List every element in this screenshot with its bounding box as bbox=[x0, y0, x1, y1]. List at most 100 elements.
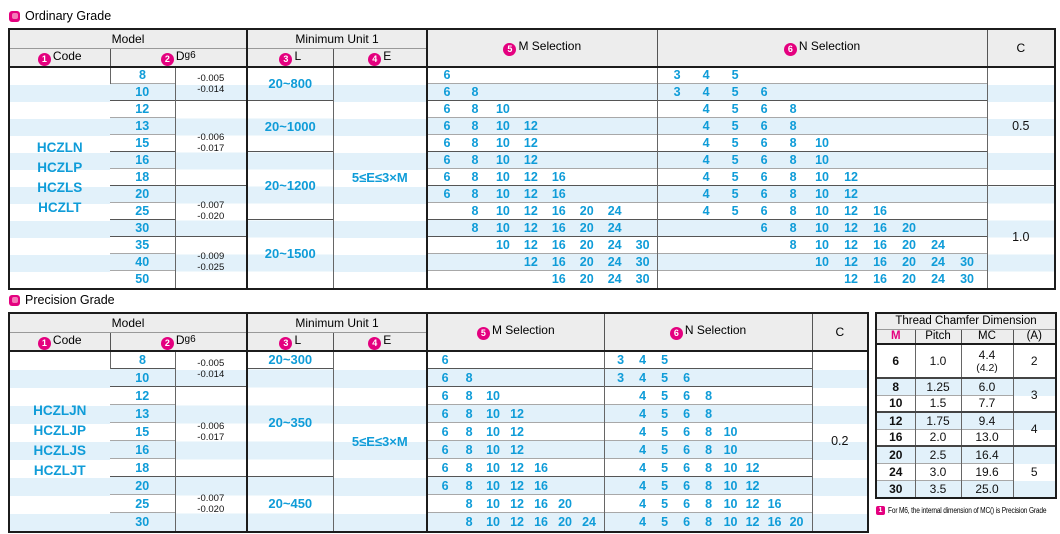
selection-slots: 10 12 16 20 24 30 bbox=[658, 255, 987, 269]
selection-slots: 6 8 10 12 bbox=[428, 136, 657, 150]
selection-slots: 4 5 6 8 10 12 16 20 bbox=[605, 515, 812, 529]
selection-value: 10 bbox=[495, 119, 510, 133]
selection-value: 12 bbox=[523, 136, 538, 150]
d-value-cell: 10 bbox=[110, 368, 175, 387]
chamfer-row: 30 3.5 25.0 bbox=[877, 479, 1056, 497]
selection-slots: 4 5 6 8 10 12 16 bbox=[605, 497, 812, 511]
selection-value: 6 bbox=[760, 153, 768, 167]
selection-value: 6 bbox=[760, 221, 768, 235]
tolerance-line: -0.017 bbox=[197, 431, 225, 443]
chamfer-m-cell: 10 bbox=[877, 394, 915, 412]
chamfer-mc-cell: 13.0 bbox=[960, 428, 1013, 446]
selection-slots: 6 8 10 12 16 20 bbox=[658, 221, 987, 235]
table-row: 18 6 8 10 12 16 4 5 6 8 10 12 bbox=[10, 458, 867, 477]
chamfer-m-cell: 24 bbox=[877, 462, 915, 480]
e-label: E bbox=[383, 48, 392, 63]
model-code: HCZLJN bbox=[33, 403, 87, 418]
selection-value: 6 bbox=[760, 136, 768, 150]
m-selection-cell: 16 20 24 30 bbox=[426, 270, 658, 288]
selection-value: 8 bbox=[471, 102, 479, 116]
l-range-cell: 20~800 bbox=[246, 66, 334, 101]
chamfer-pitch-cell: 1.0 bbox=[914, 343, 961, 378]
header-d-g6: 2 Dg6 bbox=[109, 331, 248, 352]
table-row: 10 6 8 3 4 5 6 bbox=[10, 83, 1055, 101]
header-model: Model bbox=[10, 30, 248, 48]
selection-slots: 4 5 6 8 bbox=[658, 119, 987, 133]
model-code-cell: HCZLN HCZLP HCZLS HCZLT bbox=[10, 66, 110, 288]
num-5-icon: 5 bbox=[476, 327, 490, 341]
selection-slots: 4 5 6 8 10 bbox=[658, 153, 987, 167]
d-value-cell: 8 bbox=[109, 350, 175, 369]
selection-value: 12 bbox=[510, 424, 524, 439]
selection-value: 8 bbox=[705, 406, 713, 421]
selection-value: 10 bbox=[495, 102, 510, 116]
selection-slots: 4 5 6 8 10 bbox=[605, 425, 812, 439]
selection-value: 5 bbox=[661, 478, 669, 493]
selection-value: 24 bbox=[607, 238, 622, 252]
m-selection-cell: 8 10 12 16 20 24 bbox=[426, 202, 658, 220]
chamfer-m-cell: 20 bbox=[877, 445, 915, 463]
selection-value: 8 bbox=[465, 514, 473, 529]
m-selection-cell: 10 12 16 20 24 30 bbox=[426, 236, 658, 254]
d-value-cell: 12 bbox=[110, 386, 175, 405]
selection-slots: 8 10 12 16 20 24 bbox=[428, 221, 657, 235]
selection-value: 12 bbox=[844, 221, 858, 235]
table-row: 15 6 8 10 12 4 5 6 8 10 bbox=[10, 134, 1054, 152]
e-range-cell: 5≤E≤3×M bbox=[332, 350, 428, 531]
d-value-cell: 13 bbox=[110, 117, 175, 135]
selection-value: 8 bbox=[789, 102, 797, 116]
selection-slots: 6 8 10 12 16 bbox=[428, 479, 604, 493]
d-value-cell: 30 bbox=[110, 219, 175, 237]
l-label: L bbox=[294, 48, 302, 63]
selection-value: 16 bbox=[551, 170, 566, 184]
selection-value: 12 bbox=[844, 238, 858, 252]
n-selection-cell: 12 16 20 24 30 bbox=[656, 270, 988, 288]
tolerance-cell: -0.005 -0.014 bbox=[174, 66, 248, 101]
m-selection-cell: 8 10 12 16 20 24 bbox=[426, 512, 605, 531]
m-selection-cell: 6 bbox=[426, 66, 658, 84]
selection-value: 10 bbox=[486, 442, 500, 457]
selection-value: 5 bbox=[731, 85, 739, 99]
d-value-cell: 8 bbox=[109, 66, 175, 84]
e-range-cell: 5≤E≤3×M bbox=[332, 66, 428, 288]
selection-value: 16 bbox=[873, 238, 887, 252]
selection-value: 10 bbox=[495, 136, 510, 150]
selection-value: 3 bbox=[617, 352, 625, 367]
selection-value: 20 bbox=[579, 204, 594, 218]
selection-slots: 4 5 6 8 10 12 bbox=[658, 187, 987, 201]
selection-value: 4 bbox=[639, 496, 647, 511]
selection-value: 20 bbox=[789, 514, 804, 529]
header-c: C bbox=[986, 30, 1055, 68]
selection-value: 8 bbox=[705, 478, 713, 493]
table-row: 18 6 8 10 12 16 4 5 6 8 10 12 bbox=[10, 168, 1054, 186]
selection-value: 8 bbox=[789, 221, 797, 235]
selection-value: 10 bbox=[486, 406, 500, 421]
selection-value: 20 bbox=[902, 272, 916, 287]
selection-value: 8 bbox=[789, 238, 797, 252]
selection-value: 10 bbox=[815, 204, 829, 218]
selection-value: 8 bbox=[705, 514, 713, 529]
chamfer-mc-cell: 9.4 bbox=[960, 411, 1013, 429]
n-selection-cell: 4 5 6 8 10 bbox=[603, 440, 813, 459]
selection-value: 10 bbox=[723, 478, 738, 493]
selection-value: 8 bbox=[465, 370, 473, 385]
m-selection-cell: 6 8 10 12 bbox=[426, 117, 658, 135]
ordinary-grade-label: Ordinary Grade bbox=[25, 9, 112, 23]
selection-value: 8 bbox=[465, 478, 473, 493]
table-row: 40 12 16 20 24 30 10 12 16 20 24 30 bbox=[10, 253, 1055, 271]
n-selection-cell: 3 4 5 bbox=[656, 66, 988, 84]
selection-value: 8 bbox=[465, 406, 473, 421]
selection-value: 4 bbox=[702, 85, 710, 99]
grade-square-icon bbox=[9, 10, 20, 22]
selection-value: 12 bbox=[510, 496, 524, 511]
n-selection-label: N Selection bbox=[684, 323, 747, 338]
